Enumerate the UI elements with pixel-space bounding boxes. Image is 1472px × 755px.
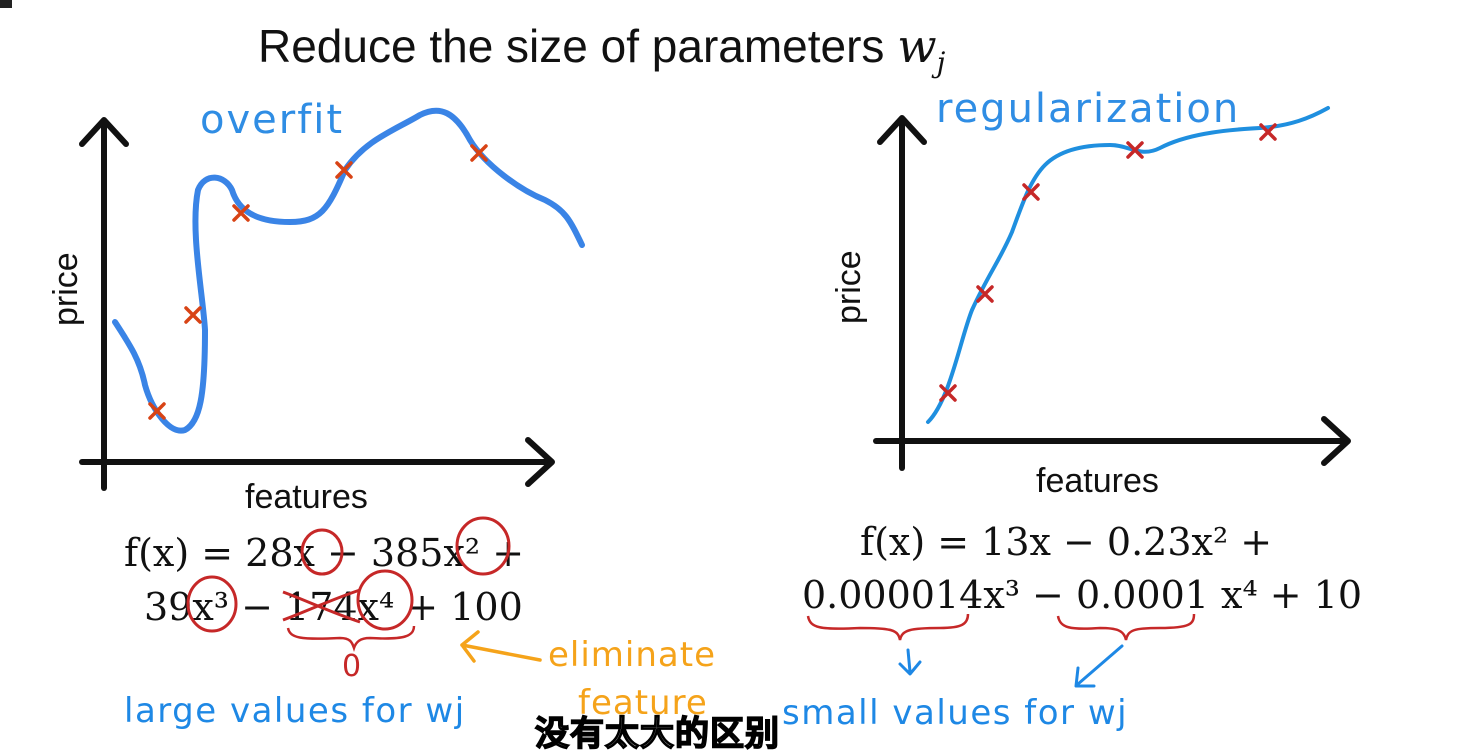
right-equation-line-1: f(x) = 13x − 0.23x² + xyxy=(860,520,1272,564)
video-subtitle: 没有太大的区别 xyxy=(534,713,780,755)
right-equation-line-2: 0.000014x³ − 0.0001 x⁴ + 10 xyxy=(802,573,1362,617)
left-equation-line-2: 39x³ − 174x⁴ + 100 xyxy=(144,585,523,629)
term-circle xyxy=(186,575,238,633)
overfit-curve xyxy=(112,107,585,434)
large-values-note: large values for wj xyxy=(124,691,466,731)
corner-artifact xyxy=(0,0,12,8)
underbrace xyxy=(806,613,970,641)
small-values-note: small values for wj xyxy=(782,693,1128,733)
regularization-label: regularization xyxy=(936,86,1240,132)
eliminate-note-line-2: feature xyxy=(578,683,708,723)
overfit-label: overfit xyxy=(200,97,344,143)
data-point-marker xyxy=(976,285,994,303)
slide-canvas: Reduce the size of parameters wj price f… xyxy=(0,0,1362,733)
right-equation: f(x) = 13x − 0.23x² + 0.000014x³ − 0.000… xyxy=(782,520,1362,733)
left-x-axis-label: features xyxy=(245,478,368,516)
right-y-axis-label: price xyxy=(830,250,868,324)
left-data-points xyxy=(148,144,488,420)
data-point-marker xyxy=(232,204,250,222)
underbrace xyxy=(1056,613,1196,641)
term-circles xyxy=(186,516,511,633)
right-x-axis-arrowhead xyxy=(1321,416,1351,466)
small-values-arrow xyxy=(898,648,922,676)
term-circle xyxy=(455,516,511,576)
data-point-marker xyxy=(939,384,957,402)
title-variable: w xyxy=(897,19,936,73)
small-values-arrow xyxy=(1074,644,1124,688)
zero-note: 0 xyxy=(342,649,361,684)
slide-title: Reduce the size of parameters wj xyxy=(258,19,946,79)
right-data-points xyxy=(939,123,1277,402)
left-chart: price features overfit xyxy=(47,97,585,516)
eliminate-note-line-1: eliminate xyxy=(548,635,716,675)
right-y-axis-arrowhead xyxy=(877,115,927,145)
left-equation-line-1: f(x) = 28x − 385x² + xyxy=(124,531,524,575)
data-point-marker xyxy=(148,402,166,420)
data-point-marker xyxy=(335,161,353,179)
left-equation: f(x) = 28x − 385x² + 39x³ − 174x⁴ + 100 … xyxy=(124,516,716,731)
data-point-marker xyxy=(470,144,488,162)
term-circle xyxy=(300,528,344,576)
eliminate-arrow xyxy=(460,630,542,663)
data-point-marker xyxy=(184,306,202,324)
right-x-axis-label: features xyxy=(1036,462,1159,500)
regularization-curve xyxy=(926,106,1330,424)
data-point-marker xyxy=(1022,183,1040,201)
strike-through xyxy=(282,588,361,624)
term-circle xyxy=(356,569,414,631)
data-point-marker xyxy=(1126,141,1144,159)
left-y-axis-arrowhead xyxy=(79,117,129,147)
right-chart: price features regularization xyxy=(830,86,1351,500)
underbrace xyxy=(286,625,416,652)
left-y-axis-label: price xyxy=(47,252,85,326)
left-x-axis-arrowhead xyxy=(525,437,555,487)
data-point-marker xyxy=(1259,123,1277,141)
